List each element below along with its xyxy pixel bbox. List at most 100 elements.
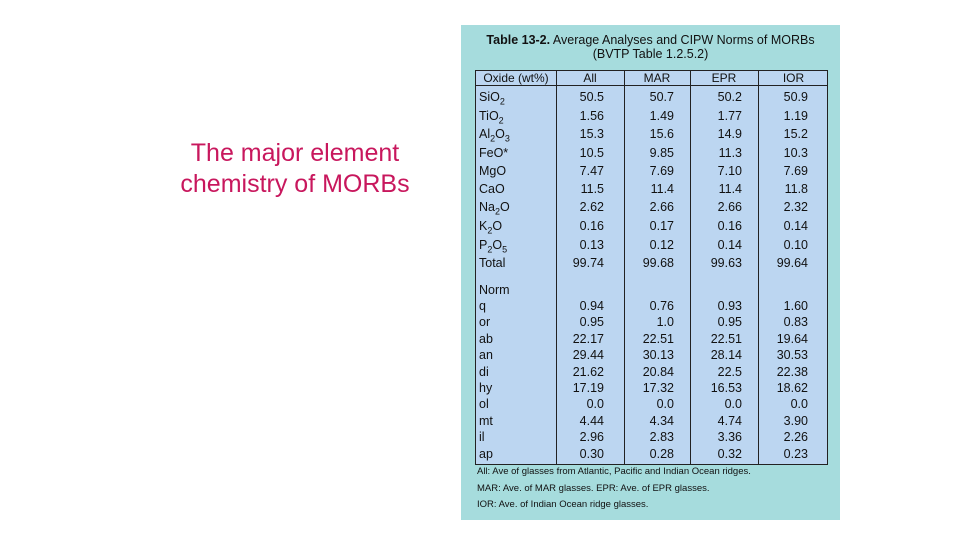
norm-heading: Norm xyxy=(479,283,510,297)
oxide-row-label: K2O xyxy=(479,219,503,236)
oxide-row-label: Al2O3 xyxy=(479,127,510,144)
oxide-row-value: 0.12 xyxy=(649,238,674,252)
oxide-row-label: MgO xyxy=(479,164,507,178)
oxide-row-value: 15.2 xyxy=(783,127,808,141)
table-number: Table 13-2. xyxy=(486,33,551,47)
norm-row-value: 0.0 xyxy=(656,397,674,412)
slide-heading-line-1: The major element xyxy=(190,139,400,167)
norm-row-value: 20.84 xyxy=(642,364,674,379)
table-title: Table 13-2. Average Analyses and CIPW No… xyxy=(461,33,840,61)
oxide-row-value: 0.17 xyxy=(649,219,674,233)
oxide-row-value: 0.16 xyxy=(579,219,604,233)
oxide-row-value: 50.9 xyxy=(783,90,808,104)
oxide-row-value: 11.5 xyxy=(580,182,604,196)
norm-row-value: 0.0 xyxy=(586,397,604,412)
morb-table-panel: Table 13-2. Average Analyses and CIPW No… xyxy=(461,25,840,520)
norm-row-label: hy xyxy=(479,381,493,395)
oxide-row-value: 15.3 xyxy=(579,127,604,141)
norm-row-value: 1.60 xyxy=(783,299,808,313)
column-header-mar: MAR xyxy=(643,71,671,85)
oxide-row-value: 99.63 xyxy=(710,256,742,270)
slide-heading: The major element chemistry of MORBs xyxy=(150,138,440,200)
norm-row-value: 18.62 xyxy=(776,381,808,395)
norm-row-value: 0.83 xyxy=(783,315,808,330)
oxide-row-value: 9.85 xyxy=(649,146,674,160)
norm-row-value: 0.30 xyxy=(579,446,604,461)
norm-row-value: 30.53 xyxy=(776,348,808,363)
norm-row-label: q xyxy=(479,299,486,313)
oxide-row-value: 0.13 xyxy=(579,238,604,252)
norm-row-label: di xyxy=(479,364,489,379)
norm-row-value: 0.28 xyxy=(649,446,674,461)
norm-row-value: 17.32 xyxy=(642,381,674,395)
norm-row-value: 22.51 xyxy=(642,331,674,346)
oxide-row-value: 1.19 xyxy=(783,109,808,123)
norm-row-value: 2.26 xyxy=(783,430,808,445)
footnote-ior: IOR: Ave. of Indian Ocean ridge glasses. xyxy=(477,499,649,510)
oxide-row-value: 11.4 xyxy=(650,182,674,196)
column-header-all: All xyxy=(583,71,597,85)
norm-row-value: 2.83 xyxy=(649,430,674,445)
oxide-row-value: 10.5 xyxy=(579,146,604,160)
norm-row-label: or xyxy=(479,315,491,330)
norm-row-label: an xyxy=(479,348,493,363)
oxide-row-value: 10.3 xyxy=(783,146,808,160)
norm-row-value: 0.32 xyxy=(717,446,742,461)
norm-row-value: 3.90 xyxy=(783,413,808,428)
footnote-mar-epr: MAR: Ave. of MAR glasses. EPR: Ave. of E… xyxy=(477,483,710,494)
oxide-row-value: 7.69 xyxy=(783,164,808,178)
column-divider xyxy=(556,71,557,464)
norm-row-value: 16.53 xyxy=(710,381,742,395)
oxide-row-value: 2.66 xyxy=(649,200,674,214)
footnote-all: All: Ave of glasses from Atlantic, Pacif… xyxy=(477,466,751,477)
oxide-row-value: 0.14 xyxy=(783,219,808,233)
norm-row-label: ab xyxy=(479,331,493,346)
oxide-row-value: 99.74 xyxy=(572,256,604,270)
column-header-epr: EPR xyxy=(711,71,737,85)
norm-row-value: 0.23 xyxy=(783,446,808,461)
oxide-row-value: 50.2 xyxy=(717,90,742,104)
norm-row-value: 19.64 xyxy=(776,331,808,346)
oxide-row-value: 7.10 xyxy=(717,164,742,178)
column-header-ior: IOR xyxy=(782,71,805,85)
oxide-row-value: 0.10 xyxy=(783,238,808,252)
oxide-row-value: 99.64 xyxy=(776,256,808,270)
data-table: Oxide (wt%) All MAR EPR IOR SiO2 50.5 50.7… xyxy=(475,70,828,465)
oxide-row-value: 50.7 xyxy=(649,90,674,104)
oxide-row-value: 11.8 xyxy=(784,182,808,196)
table-caption: Average Analyses and CIPW Norms of MORBs xyxy=(552,33,815,47)
norm-row-value: 17.19 xyxy=(572,381,604,395)
norm-row-value: 30.13 xyxy=(642,348,674,363)
oxide-row-value: 11.3 xyxy=(718,146,742,160)
norm-row-value: 22.17 xyxy=(572,331,604,346)
oxide-row-value: 2.32 xyxy=(783,200,808,214)
norm-row-value: 0.76 xyxy=(649,299,674,313)
norm-row-value: 29.44 xyxy=(572,348,604,363)
norm-row-value: 0.94 xyxy=(579,299,604,313)
column-divider xyxy=(690,71,691,464)
oxide-row-label: Total xyxy=(479,256,506,270)
oxide-row-value: 7.47 xyxy=(579,164,604,178)
oxide-row-value: 0.16 xyxy=(717,219,742,233)
oxide-row-value: 0.14 xyxy=(717,238,742,252)
oxide-row-value: 2.66 xyxy=(717,200,742,214)
oxide-row-label: P2O5 xyxy=(479,238,508,255)
norm-row-value: 22.38 xyxy=(776,364,808,379)
norm-row-value: 3.36 xyxy=(717,430,742,445)
table-source: (BVTP Table 1.2.5.2) xyxy=(592,47,709,61)
oxide-row-label: SiO2 xyxy=(479,90,505,107)
oxide-row-value: 1.49 xyxy=(649,109,674,123)
norm-row-label: ap xyxy=(479,446,493,461)
norm-row-value: 2.96 xyxy=(579,430,604,445)
norm-row-value: 4.74 xyxy=(717,413,742,428)
norm-row-value: 21.62 xyxy=(572,364,604,379)
slide-heading-line-2: chemistry of MORBs xyxy=(180,170,410,198)
oxide-row-label: TiO2 xyxy=(479,109,504,126)
oxide-row-label: Na2O xyxy=(479,200,510,217)
header-divider xyxy=(476,85,827,86)
oxide-row-value: 15.6 xyxy=(649,127,674,141)
norm-row-value: 22.5 xyxy=(717,364,742,379)
oxide-row-value: 14.9 xyxy=(717,127,742,141)
norm-row-value: 0.0 xyxy=(790,397,808,412)
column-divider xyxy=(758,71,759,464)
